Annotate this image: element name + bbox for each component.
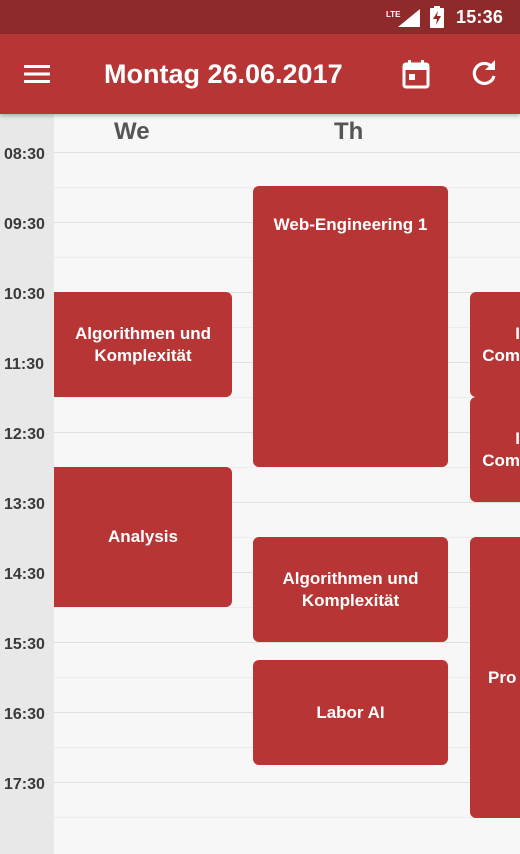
- time-column: [0, 114, 54, 854]
- event-title: Algorithmen und: [282, 568, 419, 588]
- time-label: 17:30: [4, 776, 45, 793]
- status-bar: LTE 15:36: [0, 0, 520, 34]
- lte-signal-icon: LTE: [386, 9, 420, 27]
- battery-charging-icon: [430, 6, 444, 28]
- event-card-web-engineering-th[interactable]: Web-Engineering 1: [253, 186, 448, 467]
- time-label: 12:30: [4, 426, 45, 443]
- event-card-labor-th[interactable]: Labor AI: [253, 660, 448, 765]
- event-title: Com: [482, 345, 520, 365]
- event-title: Komplexität: [301, 590, 400, 610]
- event-card-algorithmen-we[interactable]: Algorithmen und Komplexität: [54, 292, 232, 397]
- calendar-today-icon[interactable]: [396, 54, 436, 94]
- status-time: 15:36: [456, 7, 504, 27]
- hour-line: [54, 502, 520, 503]
- time-label: 14:30: [4, 566, 45, 583]
- event-card-fr-1[interactable]: I Com: [470, 292, 520, 397]
- time-label: 09:30: [4, 216, 45, 233]
- event-card-analysis-we[interactable]: Analysis: [54, 467, 232, 607]
- day-header-we: We: [114, 118, 150, 145]
- event-title: Com: [482, 450, 520, 470]
- event-card-fr-3[interactable]: Pro: [470, 537, 520, 818]
- event-title: Labor AI: [316, 702, 385, 722]
- menu-icon[interactable]: [22, 58, 54, 90]
- refresh-icon[interactable]: [464, 54, 504, 94]
- event-title: Web-Engineering 1: [273, 215, 428, 234]
- event-title: I: [515, 428, 520, 448]
- event-card-fr-2[interactable]: I Com: [470, 397, 520, 502]
- hour-line: [54, 782, 520, 783]
- app-bar: Montag 26.06.2017: [0, 34, 520, 114]
- hour-line: [54, 642, 520, 643]
- time-label: 15:30: [4, 636, 45, 653]
- half-hour-line: [54, 467, 520, 468]
- time-label: 10:30: [4, 286, 45, 303]
- event-title: Komplexität: [94, 345, 192, 365]
- event-card-algorithmen-th[interactable]: Algorithmen und Komplexität: [253, 537, 448, 642]
- half-hour-line: [54, 817, 520, 818]
- hour-line: [54, 152, 520, 153]
- event-title: Algorithmen und: [75, 323, 211, 343]
- time-label: 08:30: [4, 146, 45, 163]
- page-title: Montag 26.06.2017: [104, 59, 343, 89]
- network-type-label: LTE: [386, 10, 401, 19]
- event-title: I: [515, 323, 520, 343]
- event-title: Pro: [488, 667, 517, 687]
- time-label: 13:30: [4, 496, 45, 513]
- day-header-th: Th: [334, 118, 364, 145]
- time-label: 11:30: [4, 356, 45, 373]
- time-label: 16:30: [4, 706, 45, 723]
- timetable-grid[interactable]: We Th 08:30 09:30 10:30 11:30 12:30 13:3…: [0, 114, 520, 854]
- event-title: Analysis: [108, 527, 178, 546]
